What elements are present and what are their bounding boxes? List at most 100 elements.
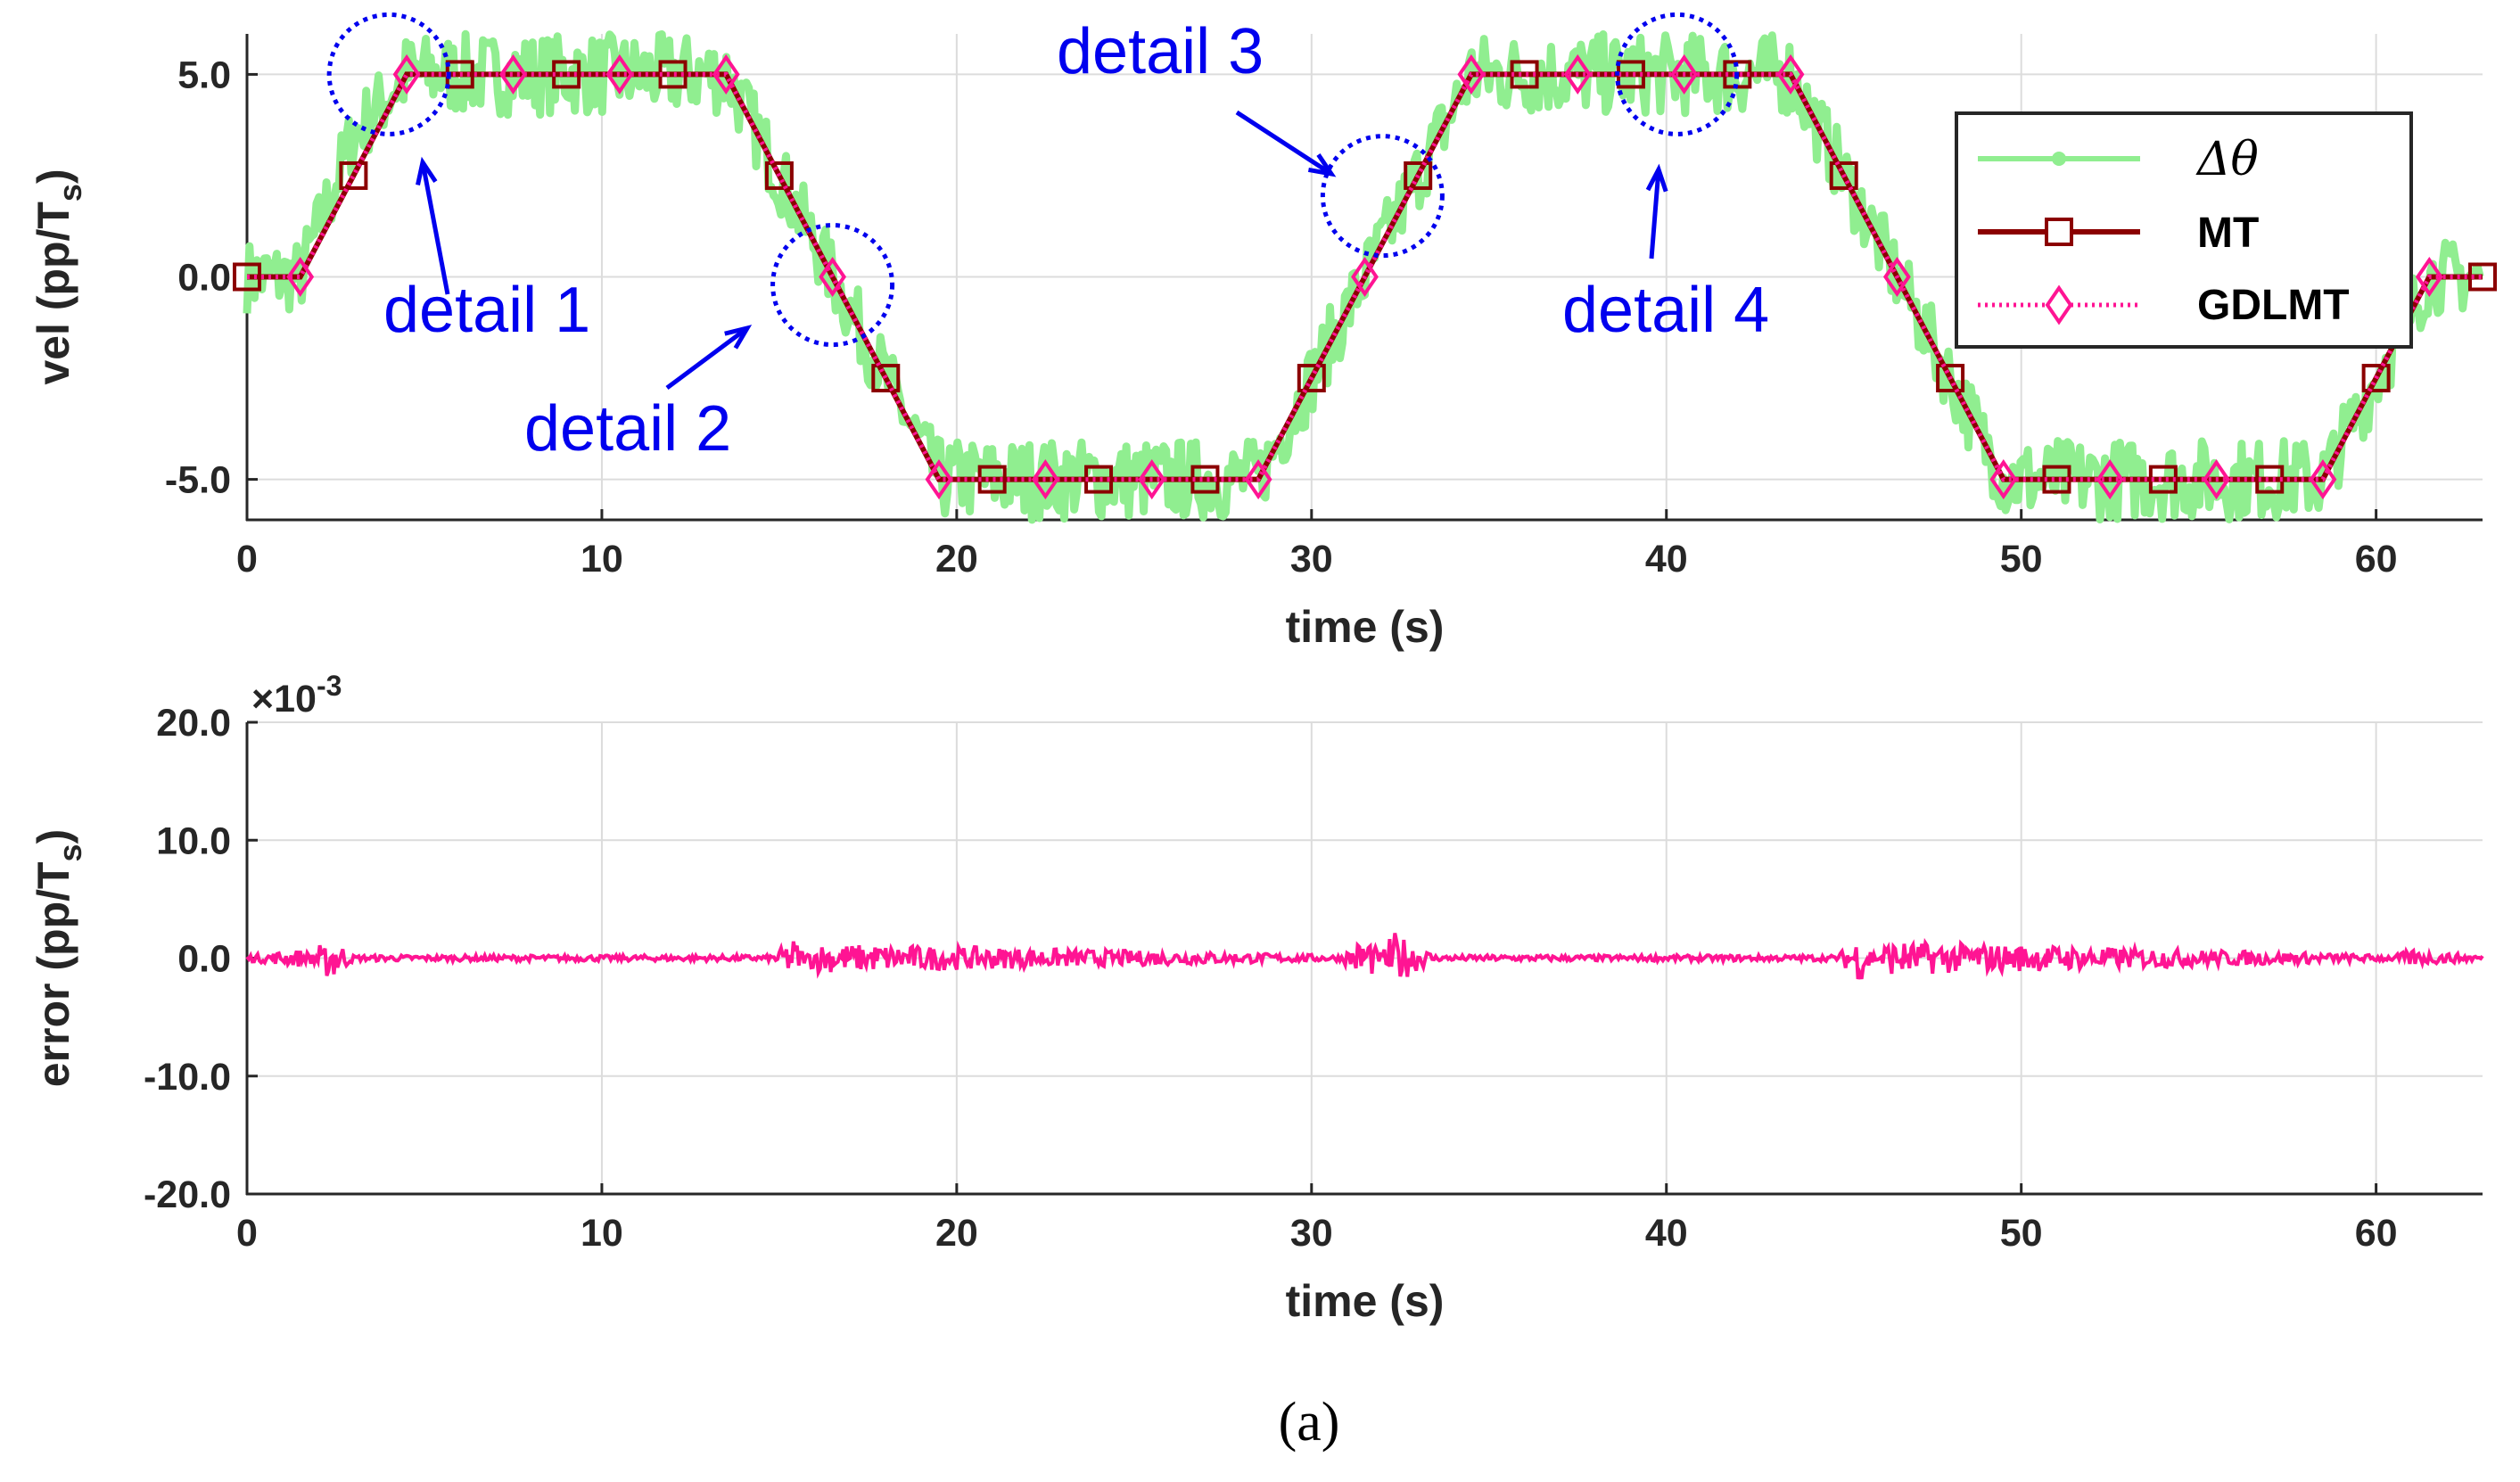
detail-annotations: detail 1 detail 2 detail 3 detail 4 <box>326 12 1769 465</box>
x-tick-label: 60 <box>2355 538 2398 580</box>
x-tick-label: 20 <box>935 538 978 580</box>
mt-marker <box>1829 161 1858 190</box>
x-tick-label: 10 <box>581 1212 623 1255</box>
mt-marker <box>2148 465 2178 494</box>
mt-marker <box>2468 262 2497 292</box>
mt-marker <box>233 262 261 292</box>
legend-label-delta-theta: Δθ <box>2195 133 2259 186</box>
gdlmt-marker <box>1989 459 2018 500</box>
legend-label-gdlmt: GDLMT <box>2197 282 2350 329</box>
y-tick-label: -10.0 <box>144 1056 231 1099</box>
detail-label: detail 1 <box>383 275 590 346</box>
y-axis-label: vel (pp/Ts) <box>29 169 88 384</box>
detail-label: detail 2 <box>524 393 731 465</box>
gdlmt-marker <box>925 459 953 500</box>
gdlmt-marker <box>2096 459 2124 500</box>
gdlmt-marker <box>2309 459 2337 500</box>
y-axis-exponent-base: ×10 <box>251 678 317 720</box>
y-axis-label-subscript: s <box>52 184 88 202</box>
gdlmt-marker <box>1351 256 1379 298</box>
y-axis-label: error (pp/Ts) <box>29 829 88 1087</box>
x-axis-label: time (s) <box>1286 1276 1445 1326</box>
y-tick-label: 5.0 <box>177 54 231 96</box>
x-tick-label: 50 <box>2000 1212 2043 1255</box>
legend-marker-delta-theta <box>2052 152 2066 166</box>
y-tick-label: -5.0 <box>165 459 231 502</box>
detail-arrowhead <box>724 325 753 350</box>
y-axis-exponent: ×10-3 <box>251 670 342 720</box>
detail-arrow <box>1649 169 1661 259</box>
detail-arrowhead <box>1645 163 1668 193</box>
detail-circle <box>1615 12 1740 136</box>
bottom-chart-panel: 0 10 20 30 40 50 60 -20.0 -10.0 0.0 10.0 20.0 time (… <box>29 670 2484 1326</box>
legend-label-mt: MT <box>2197 210 2259 257</box>
x-tick-label: 50 <box>2000 538 2043 580</box>
mt-marker <box>764 161 794 190</box>
mt-marker <box>339 161 368 190</box>
x-tick-label: 30 <box>1290 538 1333 580</box>
mt-marker <box>871 364 901 393</box>
x-tick-label: 40 <box>1645 1212 1688 1255</box>
x-axis-label: time (s) <box>1286 602 1445 652</box>
y-axis-label-close: ) <box>29 169 78 184</box>
y-tick-label: -20.0 <box>144 1173 231 1216</box>
detail-circle <box>770 223 895 348</box>
error-line <box>245 933 2484 980</box>
x-tick-label: 20 <box>935 1212 978 1255</box>
gdlmt-marker <box>1563 54 1592 95</box>
gdlmt-marker <box>1244 459 1272 500</box>
detail-label: detail 3 <box>1057 16 1264 87</box>
gdlmt-marker <box>1670 54 1699 95</box>
detail-label: detail 4 <box>1562 275 1769 346</box>
y-tick-label: 10.0 <box>156 819 231 862</box>
detail-circle <box>1320 134 1445 259</box>
y-tick-label: 0.0 <box>177 938 231 981</box>
x-tick-label: 0 <box>236 1212 258 1255</box>
gdlmt-marker <box>1776 54 1805 95</box>
gdlmt-marker <box>1138 459 1166 500</box>
mt-marker <box>1936 364 1965 393</box>
mt-marker <box>1404 161 1433 190</box>
legend-marker-gdlmt <box>2045 284 2073 325</box>
mt-marker <box>2042 465 2071 494</box>
detail-arrow <box>665 325 749 391</box>
x-tick-label: 40 <box>1645 538 1688 580</box>
y-axis-label-close: ) <box>29 829 78 844</box>
gdlmt-marker <box>2415 256 2443 298</box>
gdlmt-marker <box>286 256 315 298</box>
gdlmt-marker <box>2203 459 2230 500</box>
gdlmt-marker <box>1457 54 1486 95</box>
y-axis-exponent-power: -3 <box>317 670 342 702</box>
x-tick-label: 10 <box>581 538 623 580</box>
y-axis-label-main: error (pp/T <box>29 861 78 1087</box>
legend: Δθ MT GDLMT <box>1955 111 2413 349</box>
detail-arrow <box>420 161 450 295</box>
mt-marker <box>1190 465 1220 494</box>
gdlmt-marker <box>712 54 740 95</box>
legend-marker-mt <box>2045 218 2073 246</box>
mt-marker <box>2361 364 2391 393</box>
detail-circle <box>326 12 451 136</box>
x-tick-label: 60 <box>2355 1212 2398 1255</box>
y-axis-label-main: vel (pp/T <box>29 202 78 385</box>
x-tick-label: 30 <box>1290 1212 1333 1255</box>
top-chart-panel: 0 10 20 30 40 50 60 -5.0 0.0 5.0 time (s) vel (pp/T… <box>29 12 2497 652</box>
mt-marker <box>1297 364 1326 393</box>
gdlmt-line <box>247 71 2483 482</box>
gdlmt-marker <box>392 54 421 95</box>
detail-arrowhead <box>1307 153 1337 177</box>
gdlmt-marker <box>605 54 634 95</box>
detail-arrow <box>1235 110 1333 177</box>
y-tick-label: 0.0 <box>177 257 231 300</box>
gdlmt-marker <box>1031 459 1059 500</box>
x-tick-label: 0 <box>236 538 258 580</box>
gdlmt-marker <box>819 256 847 298</box>
gdlmt-marker <box>499 54 527 95</box>
figure-caption: (a) <box>1279 1392 1340 1453</box>
y-axis-label-subscript: s <box>52 844 88 861</box>
detail-arrowhead <box>416 156 438 185</box>
series-error <box>245 933 2484 980</box>
y-tick-label: 20.0 <box>156 702 231 745</box>
series-gdlmt <box>247 54 2483 500</box>
